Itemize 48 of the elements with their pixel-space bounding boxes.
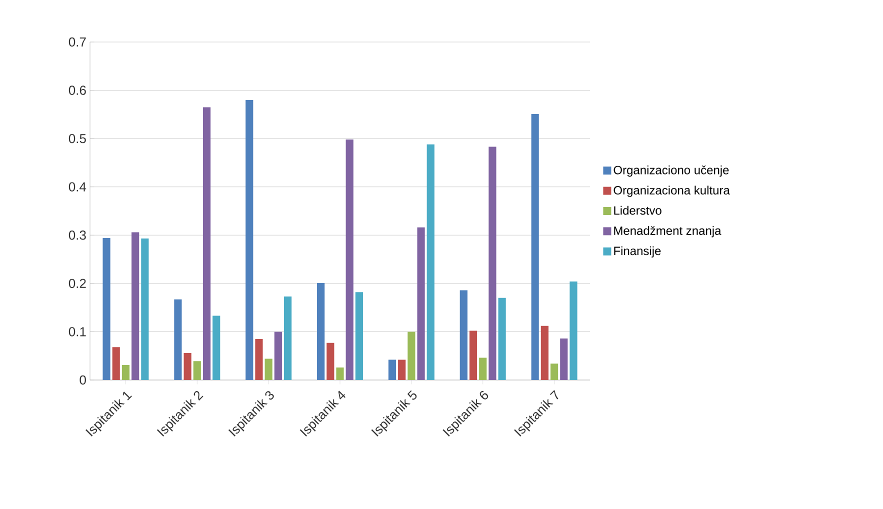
y-tick-label: 0.1 (68, 327, 86, 336)
bar (560, 338, 568, 380)
bar (112, 347, 120, 380)
bar (498, 298, 506, 380)
bar (346, 140, 354, 380)
legend-label: Liderstvo (614, 206, 662, 215)
bar (122, 365, 130, 380)
bar (460, 290, 468, 380)
legend-label: Menadžment znanja (614, 226, 722, 238)
y-tick-label: 0.7 (68, 37, 86, 47)
bar (570, 282, 578, 380)
bar (479, 358, 487, 380)
bar (417, 227, 425, 380)
legend-label: Organizaciono učenje (614, 165, 729, 177)
bar (132, 232, 140, 380)
bar (488, 146, 496, 380)
bar (202, 107, 211, 380)
legend-label: Organizaciona kultura (614, 186, 730, 197)
y-tick-label: 0 (80, 375, 86, 385)
bar (284, 296, 292, 380)
bar (255, 338, 263, 380)
bar (355, 292, 363, 380)
bar (336, 367, 344, 380)
bar (212, 316, 220, 380)
y-tick-label: 0.3 (68, 230, 86, 240)
bar (398, 360, 406, 380)
bar (141, 238, 149, 380)
bar (174, 299, 182, 380)
bar (317, 282, 325, 380)
bar (184, 352, 192, 380)
y-tick-label: 0.4 (68, 182, 86, 192)
bar (408, 332, 416, 380)
bar (274, 332, 282, 380)
bar (550, 364, 558, 380)
bar (193, 361, 201, 380)
bar (540, 326, 548, 380)
bar (388, 360, 396, 380)
bar (264, 358, 272, 380)
y-tick-label: 0.5 (68, 134, 86, 144)
bar (102, 238, 110, 380)
bar (246, 100, 254, 380)
y-tick-label: 0.6 (68, 86, 86, 95)
y-tick-label: 0.2 (68, 278, 86, 288)
legend-label: Finansije (614, 246, 661, 258)
bar (326, 342, 334, 380)
bar (469, 330, 478, 380)
bar (531, 114, 539, 380)
bar (426, 144, 434, 380)
